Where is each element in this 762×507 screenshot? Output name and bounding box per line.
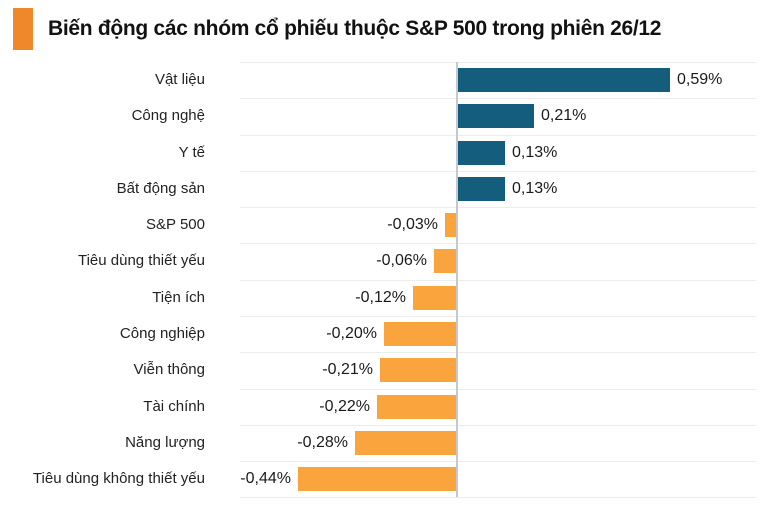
row-gridline	[240, 98, 756, 100]
bar-negative	[434, 249, 456, 274]
value-label: -0,03%	[387, 216, 438, 234]
chart-row: Vật liệu 0,59%	[0, 62, 762, 98]
chart-row: Tiêu dùng không thiết yếu -0,44%	[0, 461, 762, 497]
chart-row: Công nghiệp -0,20%	[0, 316, 762, 352]
chart-row: Tài chính -0,22%	[0, 388, 762, 425]
bar-positive	[458, 104, 534, 129]
chart-row: Năng lượng -0,28%	[0, 424, 762, 461]
bar-negative	[445, 213, 456, 238]
bar-negative	[413, 285, 456, 310]
row-gridline	[240, 279, 756, 281]
row-gridline	[240, 316, 756, 318]
bar-positive	[458, 176, 505, 201]
category-label: S&P 500	[146, 216, 205, 234]
row-gridline	[240, 243, 756, 245]
bar-positive	[458, 68, 670, 92]
bar-chart: Vật liệu 0,59% Công nghệ 0,21% Y tế 0,13% Bất …	[0, 62, 762, 498]
page-title: Biến động các nhóm cổ phiếu thuộc S&P 50…	[48, 17, 662, 40]
value-label: -0,44%	[240, 470, 291, 488]
chart-header: Biến động các nhóm cổ phiếu thuộc S&P 50…	[13, 8, 661, 50]
chart-row: Tiện ích -0,12%	[0, 279, 762, 316]
value-label: -0,28%	[297, 433, 348, 451]
bar-positive	[458, 140, 505, 165]
row-gridline	[240, 388, 756, 390]
chart-row: Công nghệ 0,21%	[0, 98, 762, 134]
chart-row: S&P 500 -0,03%	[0, 207, 762, 243]
bar-negative	[384, 322, 456, 347]
bar-negative	[298, 467, 456, 492]
row-gridline	[240, 424, 756, 426]
row-gridline	[240, 134, 756, 136]
chart-row: Tiêu dùng thiết yếu -0,06%	[0, 243, 762, 279]
value-label: 0,21%	[541, 107, 587, 125]
bar-negative	[355, 430, 456, 455]
value-label: -0,12%	[355, 288, 406, 306]
value-label: -0,20%	[326, 325, 377, 343]
row-gridline	[240, 207, 756, 209]
row-gridline	[240, 62, 756, 63]
category-label: Năng lượng	[125, 433, 205, 451]
bar-negative	[380, 358, 456, 383]
category-label: Tài chính	[143, 397, 205, 415]
category-label: Công nghiệp	[119, 325, 205, 343]
row-gridline	[240, 461, 756, 463]
category-label: Y tế	[178, 143, 205, 161]
value-label: 0,13%	[512, 143, 558, 161]
bottom-gridline	[240, 497, 756, 498]
category-label: Viễn thông	[133, 361, 205, 379]
category-label: Bất động sản	[116, 179, 205, 197]
value-label: -0,22%	[319, 397, 370, 415]
value-label: -0,06%	[376, 252, 427, 270]
category-label: Vật liệu	[154, 71, 205, 88]
value-label: 0,13%	[512, 179, 558, 197]
row-gridline	[240, 170, 756, 172]
chart-row: Viễn thông -0,21%	[0, 352, 762, 388]
bar-negative	[377, 394, 456, 419]
category-label: Công nghệ	[131, 107, 205, 125]
category-label: Tiêu dùng không thiết yếu	[32, 470, 205, 488]
value-label: -0,21%	[322, 361, 373, 379]
chart-row: Bất động sản 0,13%	[0, 170, 762, 207]
category-label: Tiêu dùng thiết yếu	[77, 252, 205, 270]
chart-row: Y tế 0,13%	[0, 134, 762, 171]
zero-axis-line	[456, 62, 458, 498]
title-accent-marker	[13, 8, 33, 50]
value-label: 0,59%	[677, 71, 723, 88]
row-gridline	[240, 352, 756, 354]
category-label: Tiện ích	[152, 288, 205, 306]
